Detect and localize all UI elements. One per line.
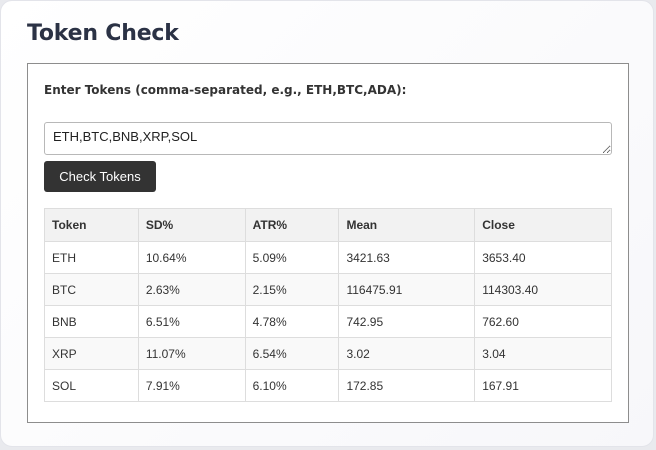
- cell-close: 3.04: [474, 337, 612, 370]
- table-row: BNB 6.51% 4.78% 742.95 762.60: [44, 305, 612, 338]
- table-row: BTC 2.63% 2.15% 116475.91 114303.40: [44, 273, 612, 306]
- table-row: XRP 11.07% 6.54% 3.02 3.04: [44, 337, 612, 370]
- cell-mean: 116475.91: [338, 273, 476, 306]
- cell-token: ETH: [44, 241, 139, 274]
- cell-atr: 5.09%: [244, 241, 340, 274]
- token-check-panel: Enter Tokens (comma-separated, e.g., ETH…: [27, 63, 629, 423]
- cell-atr: 4.78%: [244, 305, 340, 338]
- cell-sd: 6.51%: [137, 305, 246, 338]
- cell-atr: 6.10%: [244, 369, 340, 402]
- cell-sd: 7.91%: [137, 369, 246, 402]
- cell-close: 3653.40: [474, 241, 612, 274]
- cell-sd: 2.63%: [137, 273, 246, 306]
- tokens-input-label: Enter Tokens (comma-separated, e.g., ETH…: [44, 83, 407, 97]
- cell-close: 167.91: [474, 369, 612, 402]
- cell-close: 114303.40: [474, 273, 612, 306]
- cell-token: XRP: [44, 337, 139, 370]
- cell-token: BNB: [44, 305, 139, 338]
- cell-mean: 3.02: [338, 337, 476, 370]
- table-header-row: Token SD% ATR% Mean Close: [44, 208, 612, 242]
- cell-sd: 10.64%: [137, 241, 246, 274]
- cell-token: BTC: [44, 273, 139, 306]
- cell-atr: 2.15%: [244, 273, 340, 306]
- check-tokens-button[interactable]: Check Tokens: [44, 161, 156, 192]
- header-token: Token: [44, 208, 139, 242]
- cell-mean: 3421.63: [338, 241, 476, 274]
- results-table: Token SD% ATR% Mean Close ETH 10.64% 5.0…: [44, 208, 612, 402]
- cell-mean: 172.85: [338, 369, 476, 402]
- cell-sd: 11.07%: [137, 337, 246, 370]
- header-atr: ATR%: [244, 208, 340, 242]
- header-close: Close: [474, 208, 612, 242]
- cell-token: SOL: [44, 369, 139, 402]
- table-row: ETH 10.64% 5.09% 3421.63 3653.40: [44, 241, 612, 274]
- header-mean: Mean: [338, 208, 476, 242]
- page-title: Token Check: [27, 21, 179, 46]
- header-sd: SD%: [137, 208, 246, 242]
- table-row: SOL 7.91% 6.10% 172.85 167.91: [44, 369, 612, 402]
- cell-atr: 6.54%: [244, 337, 340, 370]
- cell-mean: 742.95: [338, 305, 476, 338]
- tokens-input[interactable]: [44, 122, 612, 155]
- cell-close: 762.60: [474, 305, 612, 338]
